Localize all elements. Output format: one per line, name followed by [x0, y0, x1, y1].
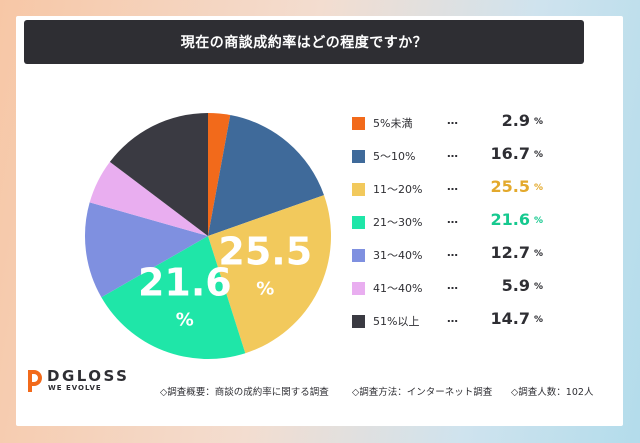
legend-value: 12.7 — [490, 243, 530, 262]
legend-label: 21～30% — [373, 216, 423, 229]
legend-separator: … — [447, 213, 458, 226]
legend-unit: % — [534, 117, 544, 127]
pie-label-value-2: 21.6 — [138, 261, 232, 305]
pie-slice-5 — [84, 202, 208, 298]
legend-unit: % — [534, 249, 544, 259]
footer-survey-method: ◇調査方法：インターネット調査 — [352, 387, 493, 398]
footer-survey-summary: ◇調査概要：商談の成約率に関する調査 — [160, 387, 329, 398]
legend-item: 11～20% … 25.5% — [352, 177, 552, 198]
legend-item: 21～30% … 21.6% — [352, 210, 552, 231]
legend-separator: … — [447, 312, 458, 325]
legend-value: 21.6 — [490, 210, 530, 229]
legend-item: 41～40% … 5.9% — [352, 276, 552, 297]
pie-slice-4 — [101, 236, 246, 359]
legend-item: 51%以上 … 14.7% — [352, 309, 552, 330]
legend-swatch — [352, 183, 365, 196]
legend-label: 11～20% — [373, 183, 423, 196]
legend-swatch — [352, 315, 365, 328]
dgloss-logo-icon — [28, 370, 42, 392]
pie-slice-3 — [208, 195, 331, 354]
legend-label: 41～40% — [373, 282, 423, 295]
chart-title: 現在の商談成約率はどの程度ですか？ — [24, 20, 584, 64]
legend-item: 5%未満 … 2.9% — [352, 111, 552, 132]
pie-slice-6 — [89, 161, 208, 236]
legend-value: 25.5 — [490, 177, 530, 196]
legend-swatch — [352, 150, 365, 163]
footer-survey-count: ◇調査人数：102人 — [511, 387, 594, 398]
pie-slice-7 — [109, 113, 208, 236]
legend-value: 2.9 — [501, 111, 530, 130]
legend-unit: % — [534, 150, 544, 160]
legend-item: 5～10% … 16.7% — [352, 144, 552, 165]
brand-name: DGLOSS — [47, 367, 130, 385]
legend-separator: … — [447, 147, 458, 160]
legend-swatch — [352, 216, 365, 229]
legend-swatch — [352, 117, 365, 130]
legend-separator: … — [447, 180, 458, 193]
pie-label-value-1: 25.5 — [218, 229, 312, 273]
legend-separator: … — [447, 114, 458, 127]
chart-title-text: 現在の商談成約率はどの程度ですか？ — [180, 35, 428, 51]
legend-value: 14.7 — [490, 309, 530, 328]
pie-label-unit-1: % — [256, 278, 274, 299]
legend-swatch — [352, 282, 365, 295]
legend-unit: % — [534, 183, 544, 193]
legend-value: 5.9 — [501, 276, 530, 295]
legend-label: 51%以上 — [373, 315, 420, 328]
legend-swatch — [352, 249, 365, 262]
legend-unit: % — [534, 216, 544, 226]
legend-value: 16.7 — [490, 144, 530, 163]
legend-label: 5%未満 — [373, 117, 413, 130]
legend-item: 31～40% … 12.7% — [352, 243, 552, 264]
pie-slice-1 — [208, 113, 231, 236]
legend-label: 31～40% — [373, 249, 423, 262]
legend-label: 5～10% — [373, 150, 416, 163]
legend-separator: … — [447, 246, 458, 259]
brand-tagline: WE EVOLVE — [48, 384, 102, 392]
pie-label-unit-2: % — [176, 310, 194, 331]
legend-separator: … — [447, 279, 458, 292]
legend-unit: % — [534, 282, 544, 292]
pie-slice-2 — [208, 115, 324, 236]
legend-unit: % — [534, 315, 544, 325]
